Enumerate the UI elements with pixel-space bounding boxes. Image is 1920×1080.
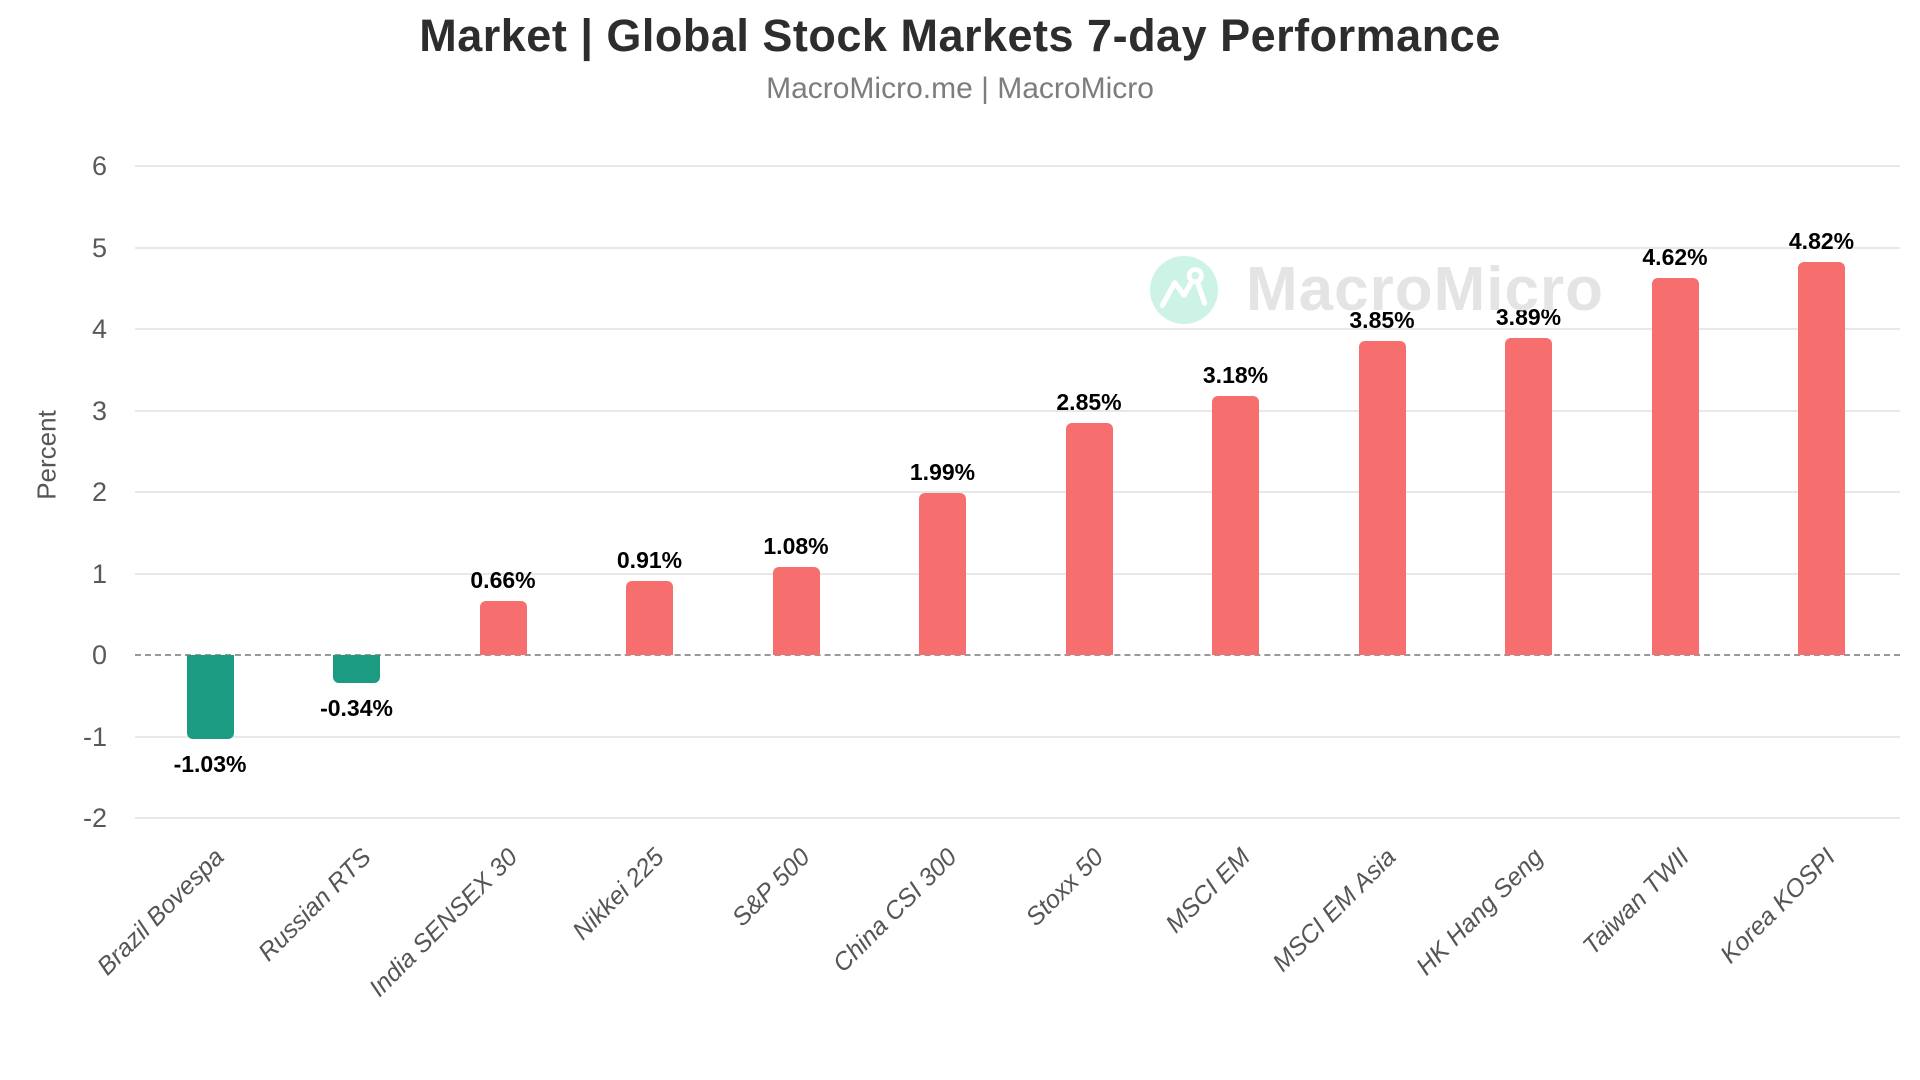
point-label-msci-em: 3.18%	[1202, 361, 1269, 388]
bar-nikkei-225[interactable]	[626, 580, 673, 655]
point-label-china-csi-300: 1.99%	[909, 458, 976, 485]
gridline-y--2	[135, 817, 1900, 819]
point-label-brazil-bovespa: -1.03%	[173, 750, 247, 777]
point-label-taiwan-twii: 4.62%	[1642, 244, 1708, 271]
x-axis-label-taiwan-twii: Taiwan TWII	[1577, 843, 1695, 961]
chart-subtitle: MacroMicro.me | MacroMicro	[766, 72, 1154, 105]
y-tick-label--2: -2	[82, 803, 107, 833]
x-axis-label-hk-hang-seng: HK Hang Seng	[1410, 843, 1549, 981]
y-tick-label-6: 6	[91, 151, 107, 181]
zero-line	[135, 654, 1900, 656]
x-axis-label-s-p-500: S&P 500	[726, 843, 816, 932]
bar-msci-em-asia[interactable]	[1358, 341, 1406, 655]
bar-msci-em[interactable]	[1212, 395, 1259, 655]
gridline-y-5	[135, 246, 1900, 249]
x-axis-label-china-csi-300: China CSI 300	[827, 843, 963, 978]
point-label-hk-hang-seng: 3.89%	[1495, 303, 1562, 330]
x-axis-label-india-sensex-30: India SENSEX 30	[363, 843, 523, 1003]
gridline-y--1	[135, 735, 1900, 738]
y-tick-label-5: 5	[91, 232, 107, 263]
bar-hk-hang-seng[interactable]	[1505, 337, 1552, 655]
bar-stoxx-50[interactable]	[1065, 422, 1113, 655]
bar-taiwan-twii[interactable]	[1651, 278, 1699, 655]
x-axis-label-korea-kospi: Korea KOSPI	[1715, 843, 1842, 969]
x-axis-label-russian-rts: Russian RTS	[252, 843, 377, 967]
point-label-nikkei-225: 0.91%	[616, 546, 683, 573]
y-tick-label-4: 4	[91, 314, 107, 344]
gridline-y-2	[135, 491, 1900, 493]
bar-russian-rts[interactable]	[333, 655, 380, 683]
gridline-y-6	[135, 165, 1900, 167]
bar-china-csi-300[interactable]	[919, 492, 966, 655]
x-axis-label-brazil-bovespa: Brazil Bovespa	[92, 843, 230, 981]
bar-india-sensex-30[interactable]	[479, 601, 527, 655]
bar-s-p-500[interactable]	[772, 566, 820, 655]
y-tick-label-3: 3	[91, 395, 107, 426]
point-label-s-p-500: 1.08%	[763, 532, 829, 559]
bar-brazil-bovespa[interactable]	[186, 655, 234, 739]
x-axis-label-msci-em-asia: MSCI EM Asia	[1267, 843, 1402, 978]
y-tick-label--1: -1	[82, 721, 107, 752]
point-label-stoxx-50: 2.85%	[1056, 388, 1122, 415]
point-label-korea-kospi: 4.82%	[1788, 228, 1855, 255]
point-label-india-sensex-30: 0.66%	[470, 567, 536, 594]
point-label-russian-rts: -0.34%	[320, 694, 393, 721]
x-axis-label-nikkei-225: Nikkei 225	[566, 843, 670, 946]
point-label-msci-em-asia: 3.85%	[1349, 307, 1415, 334]
gridline-y-1	[135, 572, 1900, 575]
gridline-y-4	[135, 328, 1900, 330]
y-tick-label-0: 0	[91, 640, 107, 670]
gridline-y-3	[135, 409, 1900, 412]
chart-title: Market | Global Stock Markets 7-day Perf…	[419, 10, 1501, 61]
y-tick-label-2: 2	[91, 477, 107, 507]
macromicro-logo-icon	[1150, 256, 1218, 324]
x-axis-label-msci-em: MSCI EM	[1159, 843, 1256, 939]
bar-korea-kospi[interactable]	[1798, 262, 1845, 655]
y-tick-label-1: 1	[91, 558, 107, 589]
x-axis-label-stoxx-50: Stoxx 50	[1020, 843, 1109, 932]
